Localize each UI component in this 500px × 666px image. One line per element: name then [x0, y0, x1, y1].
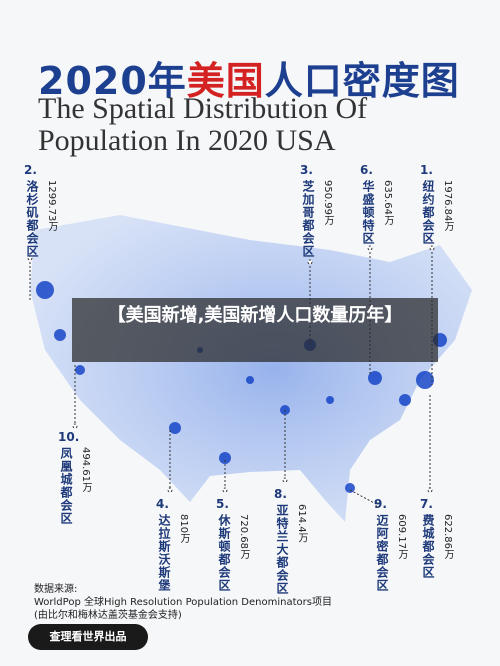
city: 洛杉矶都会区	[25, 180, 39, 258]
title: 2020年美国人口密度图	[38, 50, 460, 105]
city-label: 5. 休斯顿都会区 720.68万	[216, 497, 251, 592]
city-label: 10. 凤凰城都会区 494.61万	[58, 430, 93, 525]
city-label: 6. 华盛顿特区 635.64万	[360, 163, 395, 245]
brand: 查理看世界出品	[28, 624, 148, 650]
population: 609.17万	[396, 514, 407, 559]
source: WorldPop 全球High Resolution Population De…	[34, 597, 332, 608]
rank: 1.	[420, 163, 433, 177]
rank: 7.	[420, 497, 433, 511]
city: 休斯顿都会区	[217, 514, 231, 592]
population: 950.99万	[322, 180, 333, 225]
city-label: 9. 迈阿密都会区 609.17万	[374, 497, 409, 592]
city: 亚特兰大都会区	[275, 504, 289, 595]
title-part: 人口密度图	[264, 59, 460, 103]
source: 数据来源:	[34, 584, 78, 595]
city-label: 3. 芝加哥都会区 950.99万	[300, 163, 335, 258]
rank: 8.	[274, 487, 287, 501]
subtitle: The Spatial Distribution Of	[38, 92, 368, 125]
title-part: 2020年	[38, 59, 187, 103]
city: 华盛顿特区	[361, 180, 375, 245]
rank: 9.	[374, 497, 387, 511]
rank: 5.	[216, 497, 229, 511]
population: 494.61万	[80, 447, 91, 492]
rank: 3.	[300, 163, 313, 177]
city-label: 8. 亚特兰大都会区 614.4万	[274, 487, 309, 595]
city-label: 2. 洛杉矶都会区 1299.73万	[24, 163, 59, 258]
city: 芝加哥都会区	[301, 180, 315, 258]
population: 635.64万	[382, 180, 393, 225]
city-label: 1. 纽约都会区 1976.84万	[420, 163, 455, 245]
population: 622.86万	[442, 514, 453, 559]
city-label: 4. 达拉斯沃斯堡 810万	[156, 497, 191, 592]
banner: 【美国新增,美国新增人口数量历年】	[72, 298, 438, 362]
rank: 10.	[58, 430, 80, 444]
us-map	[30, 215, 472, 522]
population: 1976.84万	[442, 180, 453, 232]
city: 达拉斯沃斯堡	[157, 514, 171, 592]
population: 1299.73万	[46, 180, 57, 232]
population: 614.4万	[296, 504, 307, 543]
subtitle: Population In 2020 USA	[38, 124, 336, 157]
rank: 4.	[156, 497, 169, 511]
city: 纽约都会区	[421, 180, 435, 245]
source: (由比尔和梅林达盖茨基金会支持)	[34, 610, 182, 621]
rank: 6.	[360, 163, 373, 177]
city-label: 7. 费城都会区 622.86万	[420, 497, 455, 579]
city: 凤凰城都会区	[59, 447, 73, 525]
city: 费城都会区	[421, 514, 435, 579]
population: 810万	[178, 514, 189, 544]
population: 720.68万	[238, 514, 249, 559]
title-part: 美国	[186, 59, 265, 103]
city: 迈阿密都会区	[375, 514, 389, 592]
rank: 2.	[24, 163, 37, 177]
